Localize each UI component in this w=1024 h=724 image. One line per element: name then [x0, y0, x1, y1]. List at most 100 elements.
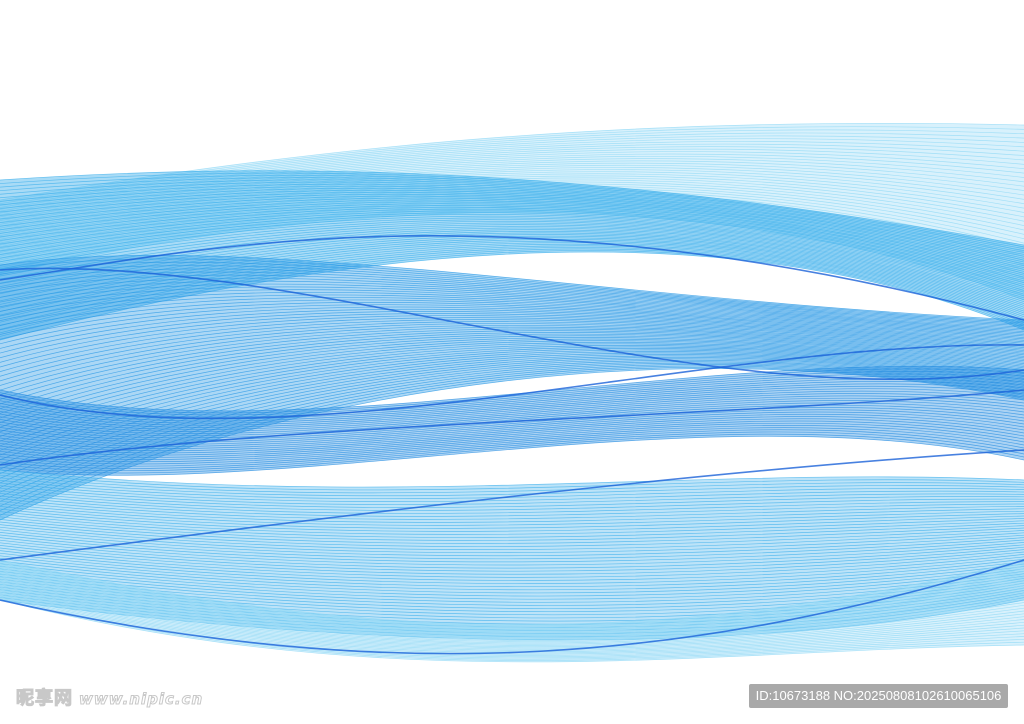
wave-edge-line [0, 234, 1024, 321]
wave-line [0, 179, 1024, 244]
wave-line [0, 580, 1024, 645]
wave-line [0, 317, 1024, 372]
wave-line [0, 328, 1024, 400]
wave-line [0, 572, 1024, 638]
wave-line [0, 332, 1024, 410]
wave-line [0, 513, 1024, 538]
wave-line [0, 208, 1024, 282]
wave-line [0, 590, 1024, 654]
wave-line [0, 212, 1024, 286]
wave-line [0, 243, 1024, 323]
wave-line [0, 206, 1024, 280]
wave-line [0, 584, 1024, 649]
wave-line [0, 598, 1024, 661]
wave-line [0, 246, 1024, 330]
wave-line [0, 516, 1024, 541]
wave-line [0, 227, 1024, 303]
wave-line [0, 563, 1024, 597]
wave-line [0, 534, 1024, 563]
wave-line [0, 323, 1024, 386]
wave-line [0, 239, 1024, 316]
wave-line [0, 431, 1024, 472]
wave-line [0, 493, 1024, 514]
wave-edge-line [0, 449, 1024, 561]
wave-line [0, 418, 1024, 458]
wave-line [0, 335, 1024, 419]
wave-line [0, 485, 1024, 505]
wave-line [0, 595, 1024, 659]
wave-line [0, 385, 1024, 428]
wave-line [0, 370, 1024, 416]
wave-line [0, 153, 1024, 221]
wave-line [0, 472, 1024, 491]
wave-line [0, 126, 1024, 203]
wave-line [0, 313, 1024, 363]
wave-line [0, 177, 1024, 252]
wave-band-fill [0, 560, 1024, 662]
wave-line [0, 352, 1024, 470]
wave-line [0, 592, 1024, 656]
wave-edge-line [0, 559, 1024, 655]
wave-line [0, 224, 1024, 299]
wave-line [0, 232, 1024, 308]
wave-line [0, 575, 1024, 640]
wave-line [0, 195, 1024, 269]
wave-line [0, 283, 1024, 334]
wave-line [0, 177, 1024, 242]
wave-line [0, 258, 1024, 322]
wave-line [0, 568, 1024, 634]
wave-line [0, 271, 1024, 328]
wave-line [0, 427, 1024, 467]
wave-line [0, 490, 1024, 511]
wave-edge-line [0, 344, 1024, 420]
wave-line [0, 215, 1024, 289]
wave-line [0, 208, 1024, 292]
wave-line [0, 237, 1024, 314]
wave-line [0, 135, 1024, 208]
wave-line [0, 579, 1024, 644]
wave-line [0, 197, 1024, 270]
wave-line [0, 340, 1024, 433]
wave-line [0, 197, 1024, 266]
wave-line [0, 550, 1024, 581]
wave-line [0, 308, 1024, 354]
wave-line [0, 361, 1024, 498]
wave-line [0, 526, 1024, 554]
wave-line [0, 219, 1024, 293]
wave-line [0, 345, 1024, 447]
wave-edge-line [0, 267, 1024, 381]
wave-line [0, 214, 1024, 287]
wave-line [0, 343, 1024, 442]
wave-line [0, 240, 1024, 318]
wave-line [0, 564, 1024, 630]
wave-line [0, 187, 1024, 261]
wave-line [0, 495, 1024, 517]
wave-line [0, 521, 1024, 547]
wave-line [0, 164, 1024, 231]
wave-line [0, 179, 1024, 253]
wave-line [0, 498, 1024, 520]
watermark-site-name: 昵享网 [16, 688, 73, 710]
wave-line [0, 425, 1024, 465]
wave-line [0, 532, 1024, 560]
wave-line [0, 341, 1024, 437]
wave-line [0, 581, 1024, 619]
wave-line [0, 148, 1024, 218]
wave-line [0, 220, 1024, 295]
wave-line [0, 286, 1024, 335]
wave-line [0, 181, 1024, 246]
wave-line [0, 201, 1024, 274]
wave-line [0, 155, 1024, 223]
wave-line [0, 229, 1024, 304]
wave-line [0, 547, 1024, 578]
wave-line [0, 217, 1024, 291]
wave-line [0, 203, 1024, 276]
wave-line [0, 591, 1024, 655]
wave-line [0, 304, 1024, 346]
wave-line [0, 469, 1024, 488]
wave-line [0, 294, 1024, 340]
wave-line [0, 397, 1024, 439]
wave-line [0, 280, 1024, 332]
wave-line [0, 568, 1024, 603]
wave-line [0, 245, 1024, 327]
